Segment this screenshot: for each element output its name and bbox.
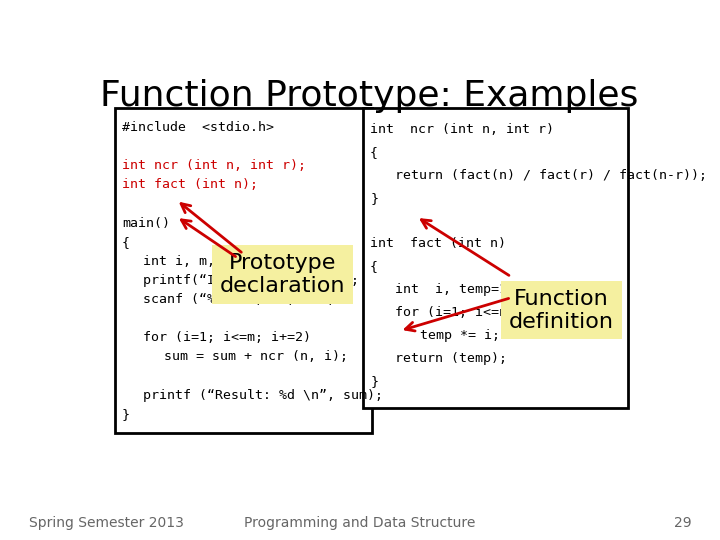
Text: scanf (“%d %d”, &m, &n);: scanf (“%d %d”, &m, &n);: [143, 293, 335, 306]
Text: int  i, temp=1;: int i, temp=1;: [395, 283, 516, 296]
Text: Function
definition: Function definition: [509, 288, 614, 332]
Text: }: }: [370, 192, 378, 205]
FancyBboxPatch shape: [364, 109, 629, 408]
FancyBboxPatch shape: [115, 109, 372, 433]
Text: main(): main(): [122, 217, 170, 230]
Text: {: {: [370, 260, 378, 273]
Text: {: {: [122, 235, 130, 249]
Text: Spring Semester 2013: Spring Semester 2013: [29, 516, 184, 530]
Text: }: }: [370, 375, 378, 388]
Text: int  fact (int n): int fact (int n): [370, 238, 506, 251]
Text: }: }: [122, 408, 130, 421]
Text: int i, m, n, sum=0;: int i, m, n, sum=0;: [143, 255, 295, 268]
Text: int  ncr (int n, int r): int ncr (int n, int r): [370, 123, 554, 136]
Text: int fact (int n);: int fact (int n);: [122, 178, 258, 191]
Text: return (temp);: return (temp);: [395, 352, 507, 365]
Text: int ncr (int n, int r);: int ncr (int n, int r);: [122, 159, 306, 172]
Text: 29: 29: [674, 516, 691, 530]
Text: Function Prototype: Examples: Function Prototype: Examples: [100, 79, 638, 113]
Text: Programming and Data Structure: Programming and Data Structure: [244, 516, 476, 530]
Text: {: {: [370, 146, 378, 159]
Text: sum = sum + ncr (n, i);: sum = sum + ncr (n, i);: [164, 350, 348, 363]
Text: printf(“Input m and n \n”);: printf(“Input m and n \n”);: [143, 274, 359, 287]
Text: for (i=1; i<=n; i++): for (i=1; i<=n; i++): [395, 306, 555, 319]
Text: return (fact(n) / fact(r) / fact(n-r));: return (fact(n) / fact(r) / fact(n-r));: [395, 168, 707, 182]
Text: printf (“Result: %d \n”, sum);: printf (“Result: %d \n”, sum);: [143, 389, 383, 402]
Text: #include  <stdio.h>: #include <stdio.h>: [122, 121, 274, 134]
Text: Prototype
declaration: Prototype declaration: [220, 253, 346, 296]
Text: temp *= i;: temp *= i;: [420, 329, 500, 342]
Text: for (i=1; i<=m; i+=2): for (i=1; i<=m; i+=2): [143, 332, 311, 345]
